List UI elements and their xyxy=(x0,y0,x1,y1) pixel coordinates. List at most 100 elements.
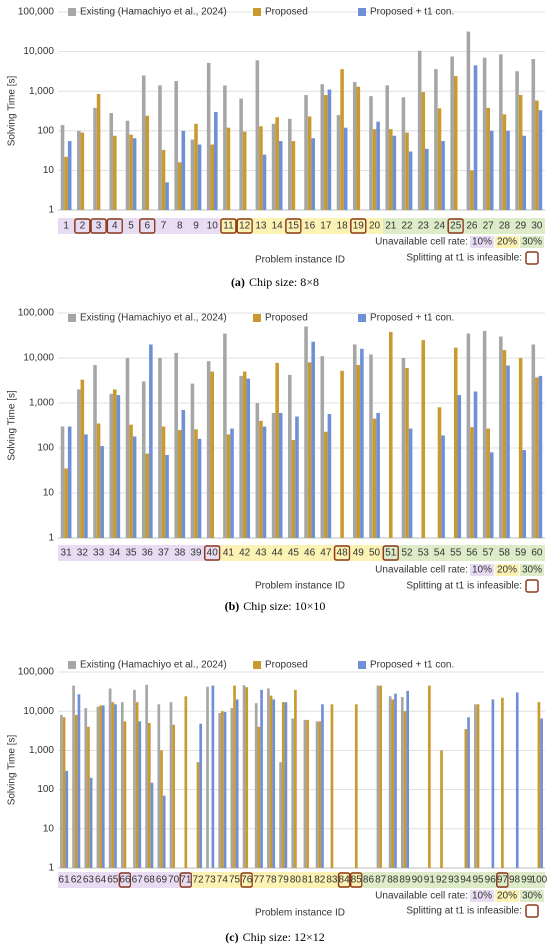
legend-label: Proposed + t1 con. xyxy=(370,313,454,324)
bar xyxy=(499,54,503,210)
rate-band xyxy=(496,872,509,888)
x-tick-label: 77 xyxy=(253,875,265,886)
x-tick-label: 42 xyxy=(239,548,251,559)
bar xyxy=(506,365,510,538)
bar xyxy=(408,428,413,538)
bar xyxy=(467,717,470,868)
bar xyxy=(440,750,443,868)
rate-band xyxy=(58,872,71,888)
x-tick-label: 35 xyxy=(125,548,137,559)
x-tick-label: 67 xyxy=(132,875,144,886)
bar xyxy=(267,688,270,868)
x-tick-label: 34 xyxy=(109,548,121,559)
rate-band xyxy=(480,218,497,234)
bar xyxy=(392,135,397,210)
bar xyxy=(89,777,93,868)
infeasible-box xyxy=(337,872,351,888)
infeasible-box xyxy=(106,218,124,234)
bar xyxy=(64,156,68,210)
x-tick-label: 17 xyxy=(320,221,332,232)
bar xyxy=(60,714,63,868)
y-tick-label: 100 xyxy=(37,125,54,136)
x-tick-label: 7 xyxy=(161,221,167,232)
bar xyxy=(77,694,81,868)
bar xyxy=(87,726,90,868)
rate-band xyxy=(415,545,432,561)
bar xyxy=(324,95,328,210)
bar xyxy=(327,413,332,538)
x-tick-label: 27 xyxy=(483,221,495,232)
x-tick-label: 16 xyxy=(304,221,316,232)
x-tick-label: 14 xyxy=(272,221,284,232)
bar xyxy=(307,116,312,210)
rate-band xyxy=(74,545,91,561)
bar xyxy=(149,344,153,538)
bar xyxy=(62,717,66,868)
rate-label: 30% xyxy=(522,237,542,248)
rate-title: Unavailable cell rate: xyxy=(375,565,468,576)
rate-band xyxy=(70,872,83,888)
bar xyxy=(434,69,438,211)
bar xyxy=(489,452,494,538)
bar xyxy=(537,702,541,868)
x-axis-label: Problem instance ID xyxy=(255,581,345,592)
y-tick-label: 1,000 xyxy=(29,398,54,409)
rate-band xyxy=(264,872,278,888)
bar xyxy=(506,130,510,210)
y-tick-label: 10 xyxy=(43,823,55,834)
bar xyxy=(470,427,474,538)
x-tick-label: 93 xyxy=(448,875,460,886)
rate-band xyxy=(398,218,416,234)
bar xyxy=(340,69,344,211)
bar xyxy=(499,336,503,538)
bar xyxy=(466,333,471,538)
infeasible-box xyxy=(382,545,400,561)
rate-band xyxy=(252,545,270,561)
bar xyxy=(271,412,276,538)
bar xyxy=(464,729,468,868)
x-tick-label: 90 xyxy=(412,875,424,886)
rate-band xyxy=(82,872,95,888)
rate-band xyxy=(228,872,241,888)
bar xyxy=(376,685,380,868)
x-tick-label: 32 xyxy=(77,548,89,559)
x-tick-label: 82 xyxy=(314,875,326,886)
rate-band xyxy=(512,218,529,234)
rate-band xyxy=(398,545,416,561)
x-tick-label: 3 xyxy=(96,221,102,232)
x-tick-label: 36 xyxy=(142,548,154,559)
rate-band xyxy=(435,872,448,888)
bar xyxy=(427,685,431,868)
x-tick-label: 10 xyxy=(207,221,219,232)
bar xyxy=(259,126,263,210)
rate-band xyxy=(366,218,383,234)
bar xyxy=(535,100,539,210)
bar xyxy=(369,96,373,210)
x-tick-label: 40 xyxy=(207,548,219,559)
rate-band xyxy=(277,872,290,888)
x-tick-label: 20 xyxy=(369,221,381,232)
rate-band xyxy=(366,545,383,561)
infeasible-box xyxy=(220,218,237,234)
bar xyxy=(72,685,75,868)
bar xyxy=(473,65,478,210)
bar xyxy=(84,434,88,538)
bar xyxy=(376,121,380,210)
bar xyxy=(123,721,127,868)
rate-band xyxy=(508,872,521,888)
x-tick-label: 70 xyxy=(168,875,180,886)
x-tick-label: 86 xyxy=(363,875,375,886)
rate-swatch xyxy=(470,236,494,248)
rate-band xyxy=(411,872,424,888)
x-tick-label: 21 xyxy=(385,221,397,232)
rate-band xyxy=(423,872,436,888)
bar xyxy=(100,446,104,538)
rate-band xyxy=(191,872,205,888)
rate-band xyxy=(447,545,464,561)
y-tick-label: 10 xyxy=(43,488,55,499)
bar xyxy=(113,135,117,210)
rate-swatch xyxy=(520,890,544,902)
x-tick-label: 11 xyxy=(223,221,234,232)
bar xyxy=(354,704,358,868)
